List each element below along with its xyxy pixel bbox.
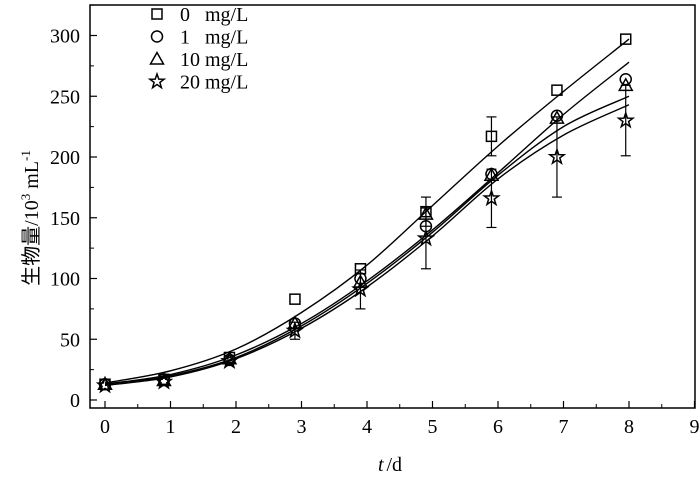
data-point-square	[619, 33, 632, 45]
data-point-triangle	[549, 110, 565, 124]
y-tick-label: 250	[50, 86, 80, 108]
data-point-square	[289, 293, 301, 305]
fit-line-square	[104, 38, 630, 384]
legend-marker-square	[151, 8, 163, 20]
data-point-triangle	[352, 274, 369, 288]
data-point-triangle	[617, 77, 634, 92]
data-point-triangle	[483, 167, 500, 181]
x-tick-label: 6	[493, 416, 503, 438]
legend-marker-circle	[150, 30, 164, 43]
y-axis-title: 生物量/103 mL-1	[18, 150, 43, 286]
x-tick-label: 4	[362, 416, 372, 438]
data-point-triangle	[287, 315, 303, 330]
x-tick-label: 9	[690, 416, 700, 438]
y-tick-label: 50	[60, 329, 80, 351]
data-point-star	[285, 320, 305, 339]
legend-label: 1 mg/L	[180, 27, 248, 49]
y-tick-label: 0	[70, 390, 80, 412]
data-point-square	[485, 130, 498, 143]
x-tick-label: 0	[100, 416, 110, 438]
data-point-circle	[619, 72, 632, 86]
data-point-square	[354, 263, 367, 275]
legend-label: 10 mg/L	[180, 49, 248, 71]
x-tick-label: 3	[297, 416, 307, 438]
data-point-star	[95, 375, 115, 394]
data-point-star	[616, 110, 636, 129]
data-point-star	[351, 279, 370, 298]
x-tick-label: 8	[624, 416, 634, 438]
y-tick-label: 100	[50, 269, 80, 291]
data-point-square	[551, 84, 563, 96]
fit-line-circle	[104, 61, 630, 385]
x-tick-label: 1	[166, 416, 176, 438]
x-tick-label: 5	[428, 416, 438, 438]
fit-line-star	[104, 104, 630, 387]
data-point-star	[154, 372, 174, 390]
y-tick-label: 200	[50, 147, 80, 169]
data-point-star	[416, 228, 436, 247]
fit-line-triangle	[104, 95, 630, 385]
data-point-star	[547, 147, 567, 165]
y-tick-label: 300	[50, 26, 80, 48]
data-point-star	[482, 188, 501, 207]
data-point-triangle	[418, 206, 434, 220]
data-point-star	[220, 351, 239, 370]
y-tick-label: 150	[50, 208, 80, 230]
x-tick-label: 2	[231, 416, 241, 438]
x-tick-label: 7	[559, 416, 569, 438]
x-axis-title: t/d	[378, 454, 402, 476]
plot-frame	[89, 4, 696, 409]
legend-marker-star	[147, 71, 167, 90]
legend-label: 0 mg/L	[180, 4, 248, 26]
legend-marker-triangle	[149, 50, 165, 65]
legend-label: 20 mg/L	[180, 72, 248, 94]
